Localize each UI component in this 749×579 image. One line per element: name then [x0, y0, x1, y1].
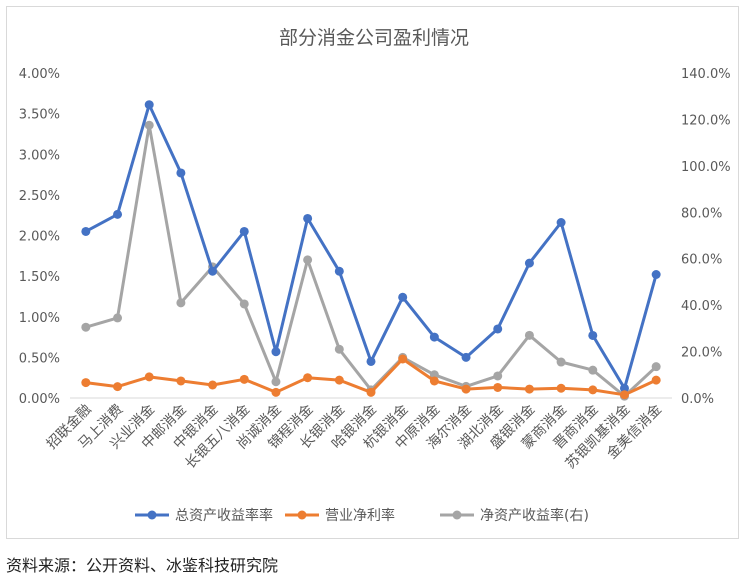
series-2-point	[113, 313, 123, 323]
series-2-point	[651, 362, 661, 372]
y-right-tick-label: 140.0%	[681, 67, 731, 82]
y-left-tick-label: 4.00%	[19, 67, 60, 82]
series-2-point	[493, 371, 503, 381]
series-2-point	[429, 370, 439, 380]
series-0-point	[493, 324, 503, 334]
series-2-point	[81, 322, 91, 332]
series-1-point	[556, 383, 566, 393]
series-0-point	[524, 258, 534, 268]
series-0-point	[334, 266, 344, 276]
series-1-point	[144, 372, 154, 382]
series-1-point	[334, 375, 344, 385]
series-1-point	[524, 384, 534, 394]
series-1-point	[81, 378, 91, 388]
series-1-point	[239, 374, 249, 384]
series-1-point	[588, 385, 598, 395]
series-2-point	[239, 299, 249, 309]
series-0-point	[619, 383, 629, 393]
y-right-tick-label: 40.0%	[681, 299, 722, 314]
y-right-tick-label: 120.0%	[681, 113, 731, 128]
series-0-point	[81, 226, 91, 236]
series-1-point	[493, 382, 503, 392]
y-left-tick-label: 0.00%	[19, 392, 60, 407]
series-0-point	[588, 330, 598, 340]
series-0-point	[144, 100, 154, 110]
series-1-point	[461, 384, 471, 394]
legend-marker	[147, 510, 157, 520]
legend-label: 营业净利率	[325, 507, 395, 524]
series-1-point	[619, 390, 629, 400]
profitability-chart: 部分消金公司盈利情况 0.00% 0.50% 1.00% 1.50% 2.00% 2.50%…	[19, 27, 731, 524]
series-0-point	[208, 266, 218, 276]
series-0-point	[113, 209, 123, 219]
series-2-point	[303, 255, 313, 265]
y-left-tick-label: 2.50%	[19, 189, 60, 204]
series-1-point	[429, 376, 439, 386]
series-2-point	[144, 120, 154, 130]
series-0-point	[556, 218, 566, 227]
series-1-point	[208, 380, 218, 390]
y-right-tick-label: 0.0%	[681, 392, 714, 407]
y-right-tick-label: 60.0%	[681, 253, 722, 268]
series-0-point	[303, 213, 313, 223]
series-0-point	[398, 292, 408, 302]
y-left-tick-label: 3.00%	[19, 148, 60, 163]
chart-frame	[6, 6, 739, 539]
y-left-tick-label: 0.50%	[19, 351, 60, 366]
legend-label: 总资产收益率率	[175, 507, 273, 524]
series-1-point	[113, 382, 123, 392]
series-2-point	[556, 357, 566, 367]
source-note: 资料来源：公开资料、冰鉴科技研究院	[6, 556, 279, 575]
series-0-point	[176, 168, 186, 178]
y-left-tick-label: 1.50%	[19, 270, 60, 285]
series-0-point	[461, 352, 471, 362]
series-1-point	[303, 373, 313, 383]
series-2-point	[588, 365, 598, 375]
series-1-point	[271, 387, 281, 397]
series-0-point	[239, 226, 249, 236]
series-2-point	[334, 344, 344, 354]
y-right-tick-label: 100.0%	[681, 160, 731, 175]
series-1-point	[176, 376, 186, 386]
series-0-point	[271, 347, 281, 357]
series-1-point	[398, 354, 408, 364]
series-2-point	[176, 298, 186, 308]
legend-label: 净资产收益率(右)	[480, 507, 589, 524]
y-left-tick-label: 3.50%	[19, 108, 60, 123]
chart-title: 部分消金公司盈利情况	[279, 27, 469, 49]
series-0-point	[429, 332, 439, 342]
series-2-point	[524, 330, 534, 340]
legend-marker	[297, 510, 307, 520]
series-0-point	[651, 270, 661, 279]
y-left-tick-label: 1.00%	[19, 311, 60, 326]
series-1-point	[366, 387, 376, 397]
series-0-point	[366, 356, 376, 366]
y-left-tick-label: 2.00%	[19, 230, 60, 245]
y-right-tick-label: 20.0%	[681, 346, 722, 361]
y-right-tick-label: 80.0%	[681, 206, 722, 221]
series-1-point	[651, 375, 661, 385]
legend-marker	[452, 510, 462, 520]
series-2-point	[271, 377, 281, 387]
